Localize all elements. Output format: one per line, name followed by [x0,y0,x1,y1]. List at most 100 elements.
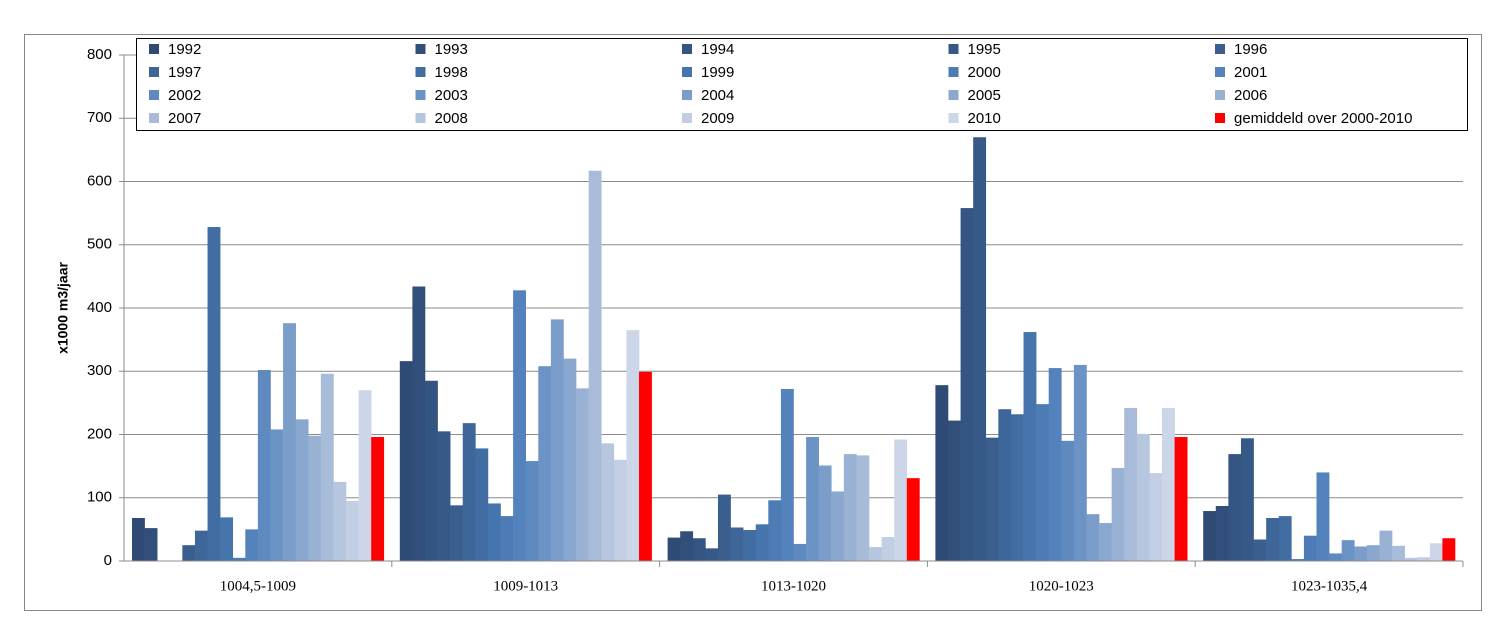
x-tick-label: 1013-1020 [761,578,826,594]
bar [1240,438,1254,561]
bar [780,388,794,561]
legend-swatch [1215,67,1225,77]
bar [1417,557,1431,561]
legend-label: 2006 [1234,87,1267,104]
y-tick-label: 100 [87,489,112,506]
bar [1099,523,1112,561]
bar [793,543,807,561]
bar [538,366,552,561]
legend-swatch [682,90,692,100]
bar [768,500,782,561]
legend-label: 1993 [435,41,468,58]
bar [906,478,920,561]
bar [1162,407,1175,561]
legend-swatch [682,44,692,54]
legend-label: 1999 [701,64,734,81]
bar [1048,368,1062,561]
bar [346,500,359,561]
legend-label: 2010 [968,110,1001,127]
legend-label: 2008 [435,110,468,127]
bar [831,491,845,561]
y-axis-label: x1000 m3/jaar [55,262,71,354]
legend-swatch [415,113,426,123]
bar [1253,539,1267,561]
y-tick-label: 400 [87,299,112,316]
y-tick-label: 200 [87,425,112,442]
bar [743,530,757,561]
legend-swatch [1215,44,1225,54]
legend-swatch [1215,90,1225,100]
bar [692,538,706,561]
bar [487,503,501,561]
legend-label: 2000 [968,64,1001,81]
bar [207,227,221,562]
bar [220,517,234,561]
bar [998,409,1012,561]
bar [500,516,514,561]
bar [245,529,259,561]
bar [1316,472,1330,561]
bar [601,443,615,561]
legend-swatch [415,67,426,77]
bar [1174,437,1188,561]
bar [194,530,208,561]
bar [1354,546,1368,561]
y-tick-label: 700 [87,109,112,126]
legend-label: 2004 [701,87,734,104]
bar [1341,540,1355,561]
bar [1036,404,1050,561]
bar [333,481,347,561]
bar [1266,517,1280,561]
bar [563,358,577,561]
legend-swatch [415,90,426,100]
bar [1023,332,1037,561]
bar [182,545,196,561]
bar [1124,407,1138,561]
legend-label: 1998 [435,64,468,81]
bar [283,323,296,561]
bar [450,505,464,561]
bar [1073,364,1087,561]
bar [1442,538,1456,561]
bar [947,420,961,561]
legend-label: 1992 [168,41,201,58]
bar [1329,553,1342,561]
x-tick-label: 1009-1013 [493,578,558,594]
bar [588,170,602,561]
legend-swatch [149,90,159,100]
bar [399,361,413,561]
bar [1215,505,1229,561]
bar [576,388,589,561]
bar [626,330,640,561]
bar [818,465,832,561]
bar [881,536,895,561]
y-tick-label: 500 [87,236,112,253]
bar [424,380,438,561]
bar [806,437,819,561]
legend-swatch [149,44,159,54]
bar [843,454,857,561]
bar [144,528,158,561]
legend-swatch [948,90,959,100]
legend-label: gemiddeld over 2000-2010 [1234,110,1412,127]
bar [1303,535,1317,561]
x-tick-label: 1023-1035,4 [1291,578,1368,594]
bar [856,455,870,561]
legend-swatch [682,67,692,77]
bar [755,524,769,561]
legend-box [136,38,1468,131]
legend-label: 1994 [701,41,734,58]
legend-swatch [149,67,159,77]
y-tick-label: 800 [87,46,112,63]
bar [717,494,731,561]
bar [1379,530,1393,561]
legend-swatch [682,113,692,123]
bar [232,557,246,561]
legend-swatch [948,44,959,54]
bar [270,429,284,561]
x-tick-label: 1004,5-1009 [220,578,296,594]
legend-label: 1996 [1234,41,1267,58]
bar [1366,545,1380,561]
